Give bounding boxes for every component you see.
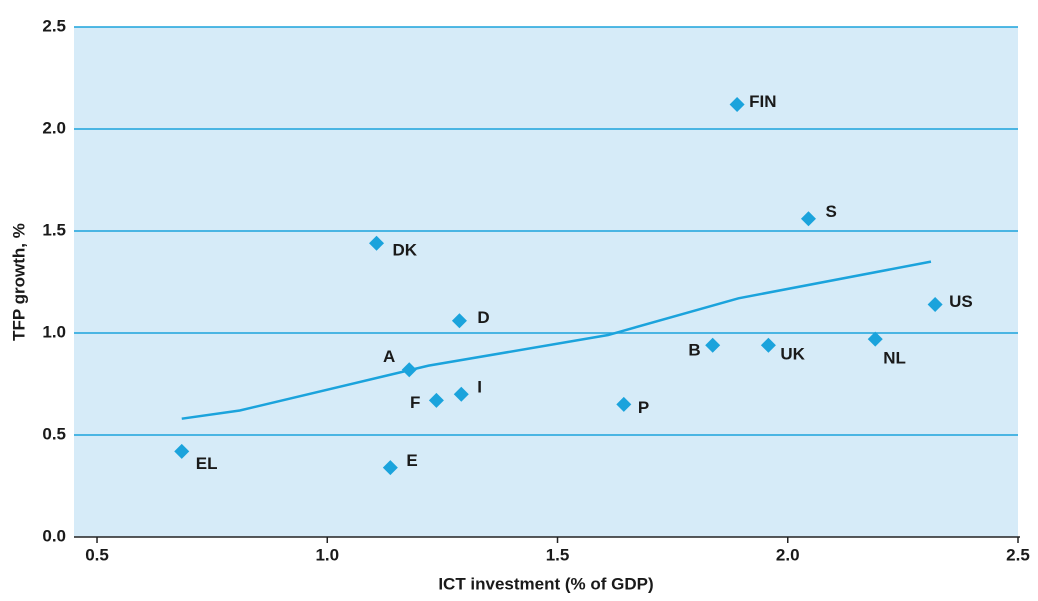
trend-line bbox=[181, 260, 932, 420]
point-label: D bbox=[477, 308, 489, 327]
point-label: I bbox=[477, 378, 482, 397]
point bbox=[760, 337, 776, 353]
point bbox=[451, 313, 467, 329]
point-label: FIN bbox=[749, 92, 776, 111]
point-label: S bbox=[825, 202, 836, 221]
y-tick-label: 1.0 bbox=[42, 322, 66, 341]
y-tick-label: 1.5 bbox=[42, 220, 66, 239]
point bbox=[382, 460, 398, 476]
x-tick-label: 0.5 bbox=[85, 545, 109, 564]
y-tick-label: 0.0 bbox=[42, 526, 66, 545]
point bbox=[729, 97, 745, 113]
x-axis-label: ICT investment (% of GDP) bbox=[438, 574, 653, 593]
y-axis-label: TFP growth, % bbox=[9, 223, 28, 341]
point bbox=[174, 443, 190, 459]
point bbox=[369, 235, 385, 251]
point-label: DK bbox=[393, 241, 418, 260]
point-label: E bbox=[406, 451, 417, 470]
point bbox=[867, 331, 883, 347]
point bbox=[401, 362, 417, 378]
x-tick-label: 2.0 bbox=[776, 545, 800, 564]
point bbox=[616, 396, 632, 412]
plot-area bbox=[74, 27, 1018, 537]
point-label: P bbox=[638, 398, 649, 417]
point-label: B bbox=[688, 341, 700, 360]
point-label: UK bbox=[780, 345, 805, 364]
point-label: A bbox=[383, 347, 395, 366]
point bbox=[705, 337, 721, 353]
point bbox=[800, 211, 816, 227]
point-label: EL bbox=[196, 454, 218, 473]
y-tick-label: 2.5 bbox=[42, 16, 66, 35]
x-tick-label: 2.5 bbox=[1006, 545, 1030, 564]
point-label: F bbox=[410, 393, 420, 412]
x-tick-label: 1.0 bbox=[315, 545, 339, 564]
point-label: US bbox=[949, 292, 973, 311]
y-tick-label: 2.0 bbox=[42, 118, 66, 137]
y-tick-label: 0.5 bbox=[42, 424, 66, 443]
point-label: NL bbox=[883, 349, 906, 368]
x-tick-label: 1.5 bbox=[546, 545, 570, 564]
point bbox=[428, 392, 444, 408]
point bbox=[927, 296, 943, 312]
point bbox=[453, 386, 469, 402]
